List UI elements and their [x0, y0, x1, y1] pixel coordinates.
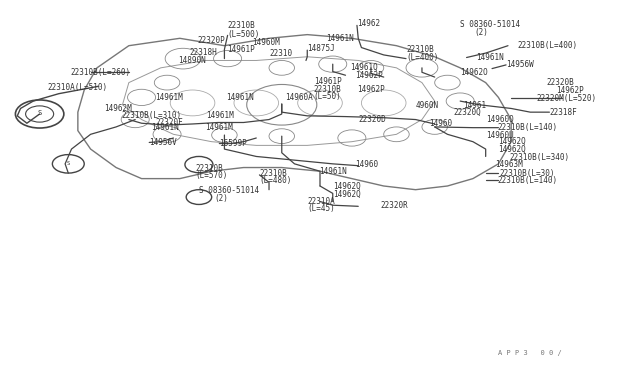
Text: 22310: 22310 [269, 49, 292, 58]
Text: 14960M: 14960M [252, 38, 280, 47]
Text: 14962Q: 14962Q [333, 190, 360, 199]
Text: 14961N: 14961N [151, 123, 179, 132]
Text: (2): (2) [474, 28, 488, 37]
Text: 14962P: 14962P [556, 86, 584, 95]
Text: 14961M: 14961M [205, 123, 233, 132]
Text: 14875J: 14875J [307, 44, 335, 53]
Text: 22310B(L=260): 22310B(L=260) [70, 68, 131, 77]
Text: (L=45): (L=45) [307, 204, 335, 214]
Text: S: S [38, 110, 42, 116]
Text: 14956W: 14956W [506, 60, 534, 70]
Text: 22310B: 22310B [259, 169, 287, 177]
Text: 14961N: 14961N [319, 167, 346, 176]
Text: 22310B: 22310B [196, 164, 223, 173]
Text: 14960: 14960 [429, 119, 452, 128]
Text: 14961P: 14961P [228, 45, 255, 54]
Text: 14961P: 14961P [314, 77, 341, 86]
Text: 22320B: 22320B [546, 78, 574, 87]
Text: 14961N: 14961N [476, 53, 504, 62]
Text: S 08360-51014: S 08360-51014 [460, 20, 520, 29]
Text: 22320D: 22320D [358, 115, 386, 124]
Text: 14962P: 14962P [355, 71, 383, 80]
Text: 14960Q: 14960Q [486, 115, 513, 124]
Text: 14956V: 14956V [149, 138, 177, 147]
Text: 22310A: 22310A [307, 197, 335, 206]
Text: (2): (2) [215, 195, 228, 203]
Text: 14961Q: 14961Q [351, 63, 378, 72]
Text: 14962P: 14962P [357, 85, 385, 94]
Text: 22310A(L=510): 22310A(L=510) [47, 83, 108, 92]
Text: 14962O: 14962O [460, 68, 488, 77]
Text: 22310B: 22310B [228, 21, 255, 30]
Text: (L=570): (L=570) [196, 171, 228, 180]
Text: 22320R: 22320R [381, 201, 408, 210]
Text: 22320F: 22320F [156, 118, 183, 127]
Text: 16599P: 16599P [220, 139, 247, 148]
Text: 14960: 14960 [355, 160, 378, 169]
Text: 14962: 14962 [357, 19, 380, 28]
Text: 14962Q: 14962Q [499, 137, 526, 146]
Text: 14963M: 14963M [495, 160, 523, 169]
Text: (L=50): (L=50) [314, 92, 341, 101]
Text: 14962M: 14962M [104, 104, 132, 113]
Text: 22310B(L=310): 22310B(L=310) [121, 110, 181, 120]
Text: 4960N: 4960N [415, 101, 438, 110]
Text: 22320Q: 22320Q [454, 108, 481, 117]
Text: (L=500): (L=500) [228, 30, 260, 39]
Text: 14961N: 14961N [226, 93, 253, 102]
Text: 14961M: 14961M [156, 93, 183, 102]
Text: 22310B(L=400): 22310B(L=400) [518, 41, 578, 50]
Text: S: S [67, 161, 70, 166]
Text: 22310B: 22310B [406, 45, 434, 54]
Text: (L=400): (L=400) [406, 53, 438, 62]
Text: A P P 3   0 0 /: A P P 3 0 0 / [499, 350, 562, 356]
Text: (L=480): (L=480) [259, 176, 292, 185]
Text: 14960U: 14960U [486, 131, 513, 140]
Text: 22310B: 22310B [314, 85, 341, 94]
Text: 14961: 14961 [463, 101, 486, 110]
Text: 22318H: 22318H [189, 48, 217, 57]
Text: 22310B(L=140): 22310B(L=140) [497, 123, 557, 132]
Text: 22310B(L=340): 22310B(L=340) [510, 153, 570, 162]
Text: 22310B(L=140): 22310B(L=140) [497, 176, 557, 185]
Text: 14961N: 14961N [326, 34, 354, 43]
Text: 22318F: 22318F [549, 108, 577, 117]
Text: 14960A: 14960A [285, 93, 313, 102]
Text: 22320M(L=520): 22320M(L=520) [537, 94, 596, 103]
Text: S 08360-51014: S 08360-51014 [199, 186, 259, 195]
Text: 14962Q: 14962Q [499, 145, 526, 154]
Text: 14890N: 14890N [179, 56, 206, 65]
Text: 22320P: 22320P [198, 36, 225, 45]
Text: 22310B(L=30): 22310B(L=30) [500, 169, 555, 177]
Text: 14961M: 14961M [207, 110, 234, 120]
Text: 14962Q: 14962Q [333, 182, 360, 191]
